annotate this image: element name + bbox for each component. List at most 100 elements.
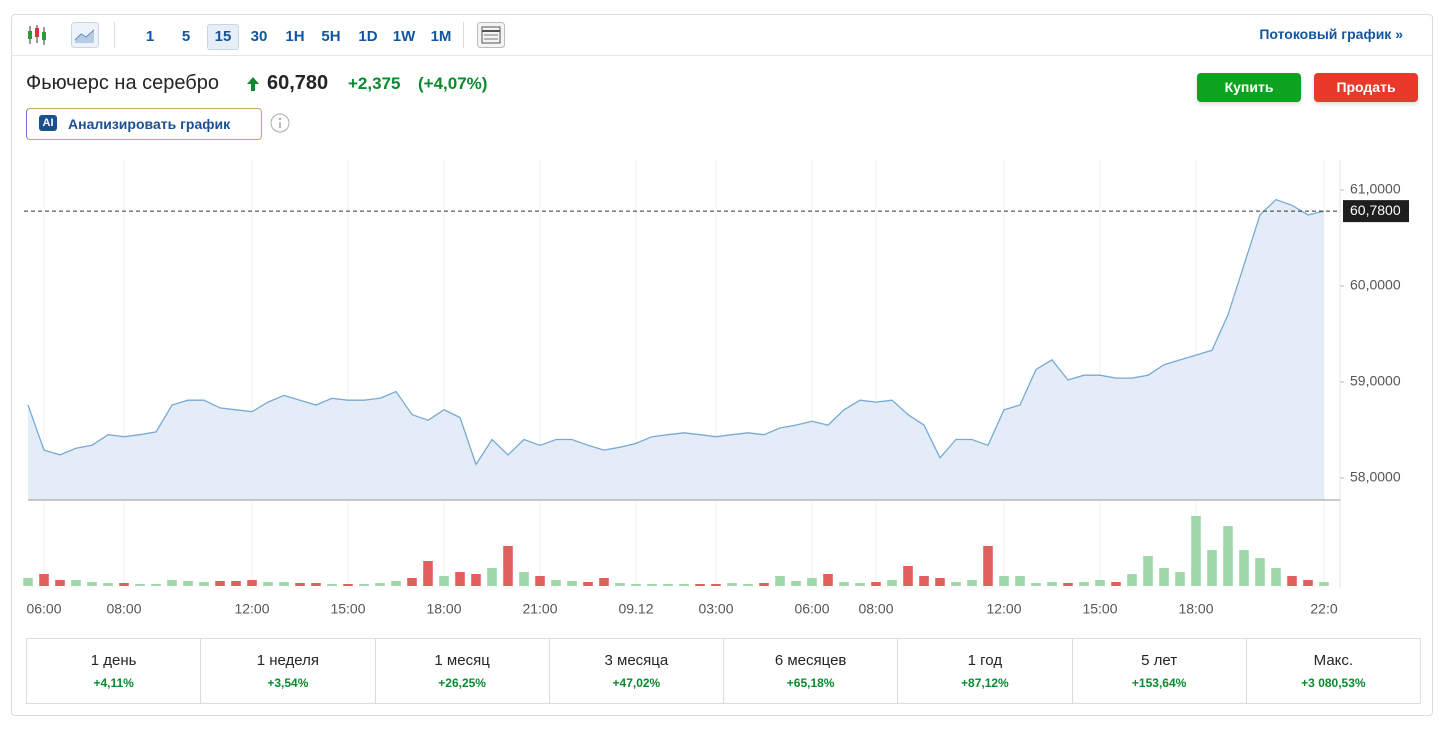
performance-cell[interactable]: Макс. +3 080,53% — [1247, 639, 1420, 703]
area-icon[interactable] — [71, 22, 99, 48]
period-label: 1 день — [90, 652, 137, 669]
volume-bar — [1143, 556, 1153, 586]
volume-bar — [871, 582, 881, 586]
volume-bar — [775, 576, 785, 586]
volume-bar — [279, 582, 289, 586]
x-tick-label: 15:00 — [330, 601, 365, 617]
x-tick-label: 08:00 — [858, 601, 893, 617]
period-label: Макс. — [1313, 652, 1354, 669]
volume-bar — [1015, 576, 1025, 586]
buy-button[interactable]: Купить — [1197, 73, 1301, 102]
volume-bar — [295, 583, 305, 586]
interval-button[interactable]: 5 — [181, 28, 191, 45]
volume-bar — [407, 578, 417, 586]
performance-cell[interactable]: 6 месяцев +65,18% — [724, 639, 899, 703]
volume-bar — [1175, 572, 1185, 586]
volume-bar — [1079, 582, 1089, 586]
performance-cell[interactable]: 1 год +87,12% — [898, 639, 1073, 703]
period-change: +87,12% — [961, 676, 1009, 690]
performance-cell[interactable]: 3 месяца +47,02% — [550, 639, 724, 703]
interval-button[interactable]: 1 — [145, 28, 155, 45]
y-tick-label: 61,0000 — [1350, 181, 1401, 197]
ai-badge: AI — [39, 115, 57, 131]
volume-bar — [1207, 550, 1217, 586]
analyze-button[interactable]: AI Анализировать график — [26, 108, 262, 140]
period-change: +47,02% — [612, 676, 661, 690]
volume-bar — [455, 572, 465, 586]
volume-bar — [599, 578, 609, 586]
volume-bar — [951, 582, 961, 586]
volume-bar — [535, 576, 545, 586]
volume-bar — [855, 583, 865, 586]
x-tick-label: 12:00 — [234, 601, 269, 617]
interval-button[interactable]: 1W — [392, 28, 416, 45]
info-icon[interactable] — [270, 113, 290, 133]
volume-bar — [631, 584, 641, 586]
volume-bar — [439, 576, 449, 586]
interval-button[interactable]: 15 — [207, 24, 239, 50]
candle-icon[interactable] — [25, 23, 49, 47]
x-tick-label: 22:0 — [1310, 601, 1337, 617]
performance-cell[interactable]: 1 неделя +3,54% — [201, 639, 376, 703]
interval-button[interactable]: 5H — [321, 28, 341, 45]
instrument-name: Фьючерс на серебро — [26, 72, 219, 94]
volume-bar — [1271, 568, 1281, 586]
volume-bar — [71, 580, 81, 586]
volume-bar — [231, 581, 241, 586]
period-change: +26,25% — [438, 676, 486, 690]
volume-bar — [679, 584, 689, 586]
volume-bar — [1255, 558, 1265, 586]
volume-bar — [983, 546, 993, 586]
volume-bar — [87, 582, 97, 586]
interval-button[interactable]: 1D — [358, 28, 378, 45]
volume-bar — [343, 584, 353, 586]
volume-bar — [583, 582, 593, 586]
volume-bar — [215, 581, 225, 586]
y-tick-label: 60,0000 — [1350, 277, 1401, 293]
interval-button[interactable]: 30 — [250, 28, 268, 45]
volume-bar — [887, 580, 897, 586]
period-change: +153,64% — [1131, 676, 1187, 690]
performance-cell[interactable]: 5 лет +153,64% — [1073, 639, 1247, 703]
price-change: +2,375 — [348, 74, 401, 93]
volume-bar — [183, 581, 193, 586]
volume-bar — [119, 583, 129, 586]
volume-bar — [503, 546, 513, 586]
interval-button[interactable]: 1H — [285, 28, 305, 45]
table-icon[interactable] — [477, 22, 505, 48]
x-tick-label: 09.12 — [618, 601, 653, 617]
volume-bar — [471, 574, 481, 586]
volume-bar — [487, 568, 497, 586]
last-price-label: 60,7800 — [1350, 202, 1401, 218]
widget-card — [11, 14, 1433, 716]
volume-bar — [359, 584, 369, 586]
volume-bar — [23, 578, 33, 586]
performance-cell[interactable]: 1 месяц +26,25% — [376, 639, 550, 703]
x-tick-label: 18:00 — [1178, 601, 1213, 617]
up-arrow — [247, 77, 259, 91]
analyze-label: Анализировать график — [68, 116, 231, 132]
separator — [463, 22, 464, 48]
volume-bar — [103, 583, 113, 586]
interval-button[interactable]: 1M — [430, 28, 452, 45]
x-tick-label: 18:00 — [426, 601, 461, 617]
volume-bar — [135, 584, 145, 586]
volume-bar — [903, 566, 913, 586]
price-line — [27, 198, 1325, 466]
period-change: +3,54% — [267, 676, 309, 690]
period-change: +3 080,53% — [1301, 676, 1366, 690]
volume-bar — [743, 584, 753, 586]
volume-bar — [647, 584, 657, 586]
x-tick-label: 03:00 — [698, 601, 733, 617]
volume-bar — [1047, 582, 1057, 586]
period-label: 1 месяц — [434, 652, 490, 669]
streaming-link[interactable]: Потоковый график » — [1259, 26, 1403, 42]
sell-button[interactable]: Продать — [1314, 73, 1418, 102]
volume-bar — [199, 582, 209, 586]
x-tick-label: 21:00 — [522, 601, 557, 617]
volume-bar — [391, 581, 401, 586]
volume-bar — [375, 583, 385, 586]
performance-cell[interactable]: 1 день +4,11% — [27, 639, 202, 703]
volume-bar — [967, 580, 977, 586]
volume-bar — [615, 583, 625, 586]
